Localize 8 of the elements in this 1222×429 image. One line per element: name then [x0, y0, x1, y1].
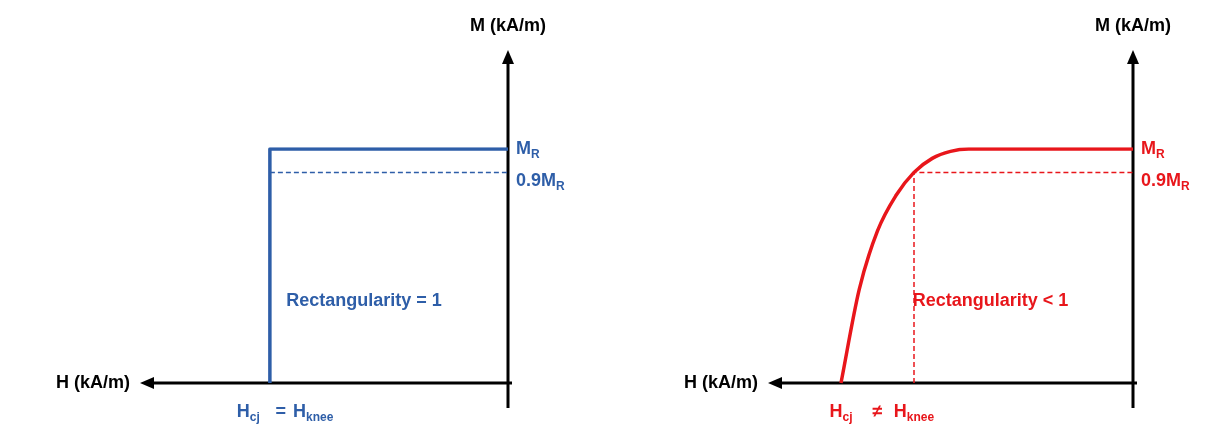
y-axis-title: M (kA/m)	[1095, 14, 1172, 35]
annotation: Rectangularity = 1	[286, 290, 442, 311]
x-tick-label: ≠	[872, 400, 883, 421]
annotation: Rectangularity < 1	[912, 290, 1069, 311]
y-axis-title: M (kA/m)	[470, 14, 547, 35]
x-axis-title: H (kA/m)	[684, 371, 759, 392]
x-axis-title: H (kA/m)	[56, 371, 131, 392]
x-tick-label: =	[275, 400, 286, 421]
